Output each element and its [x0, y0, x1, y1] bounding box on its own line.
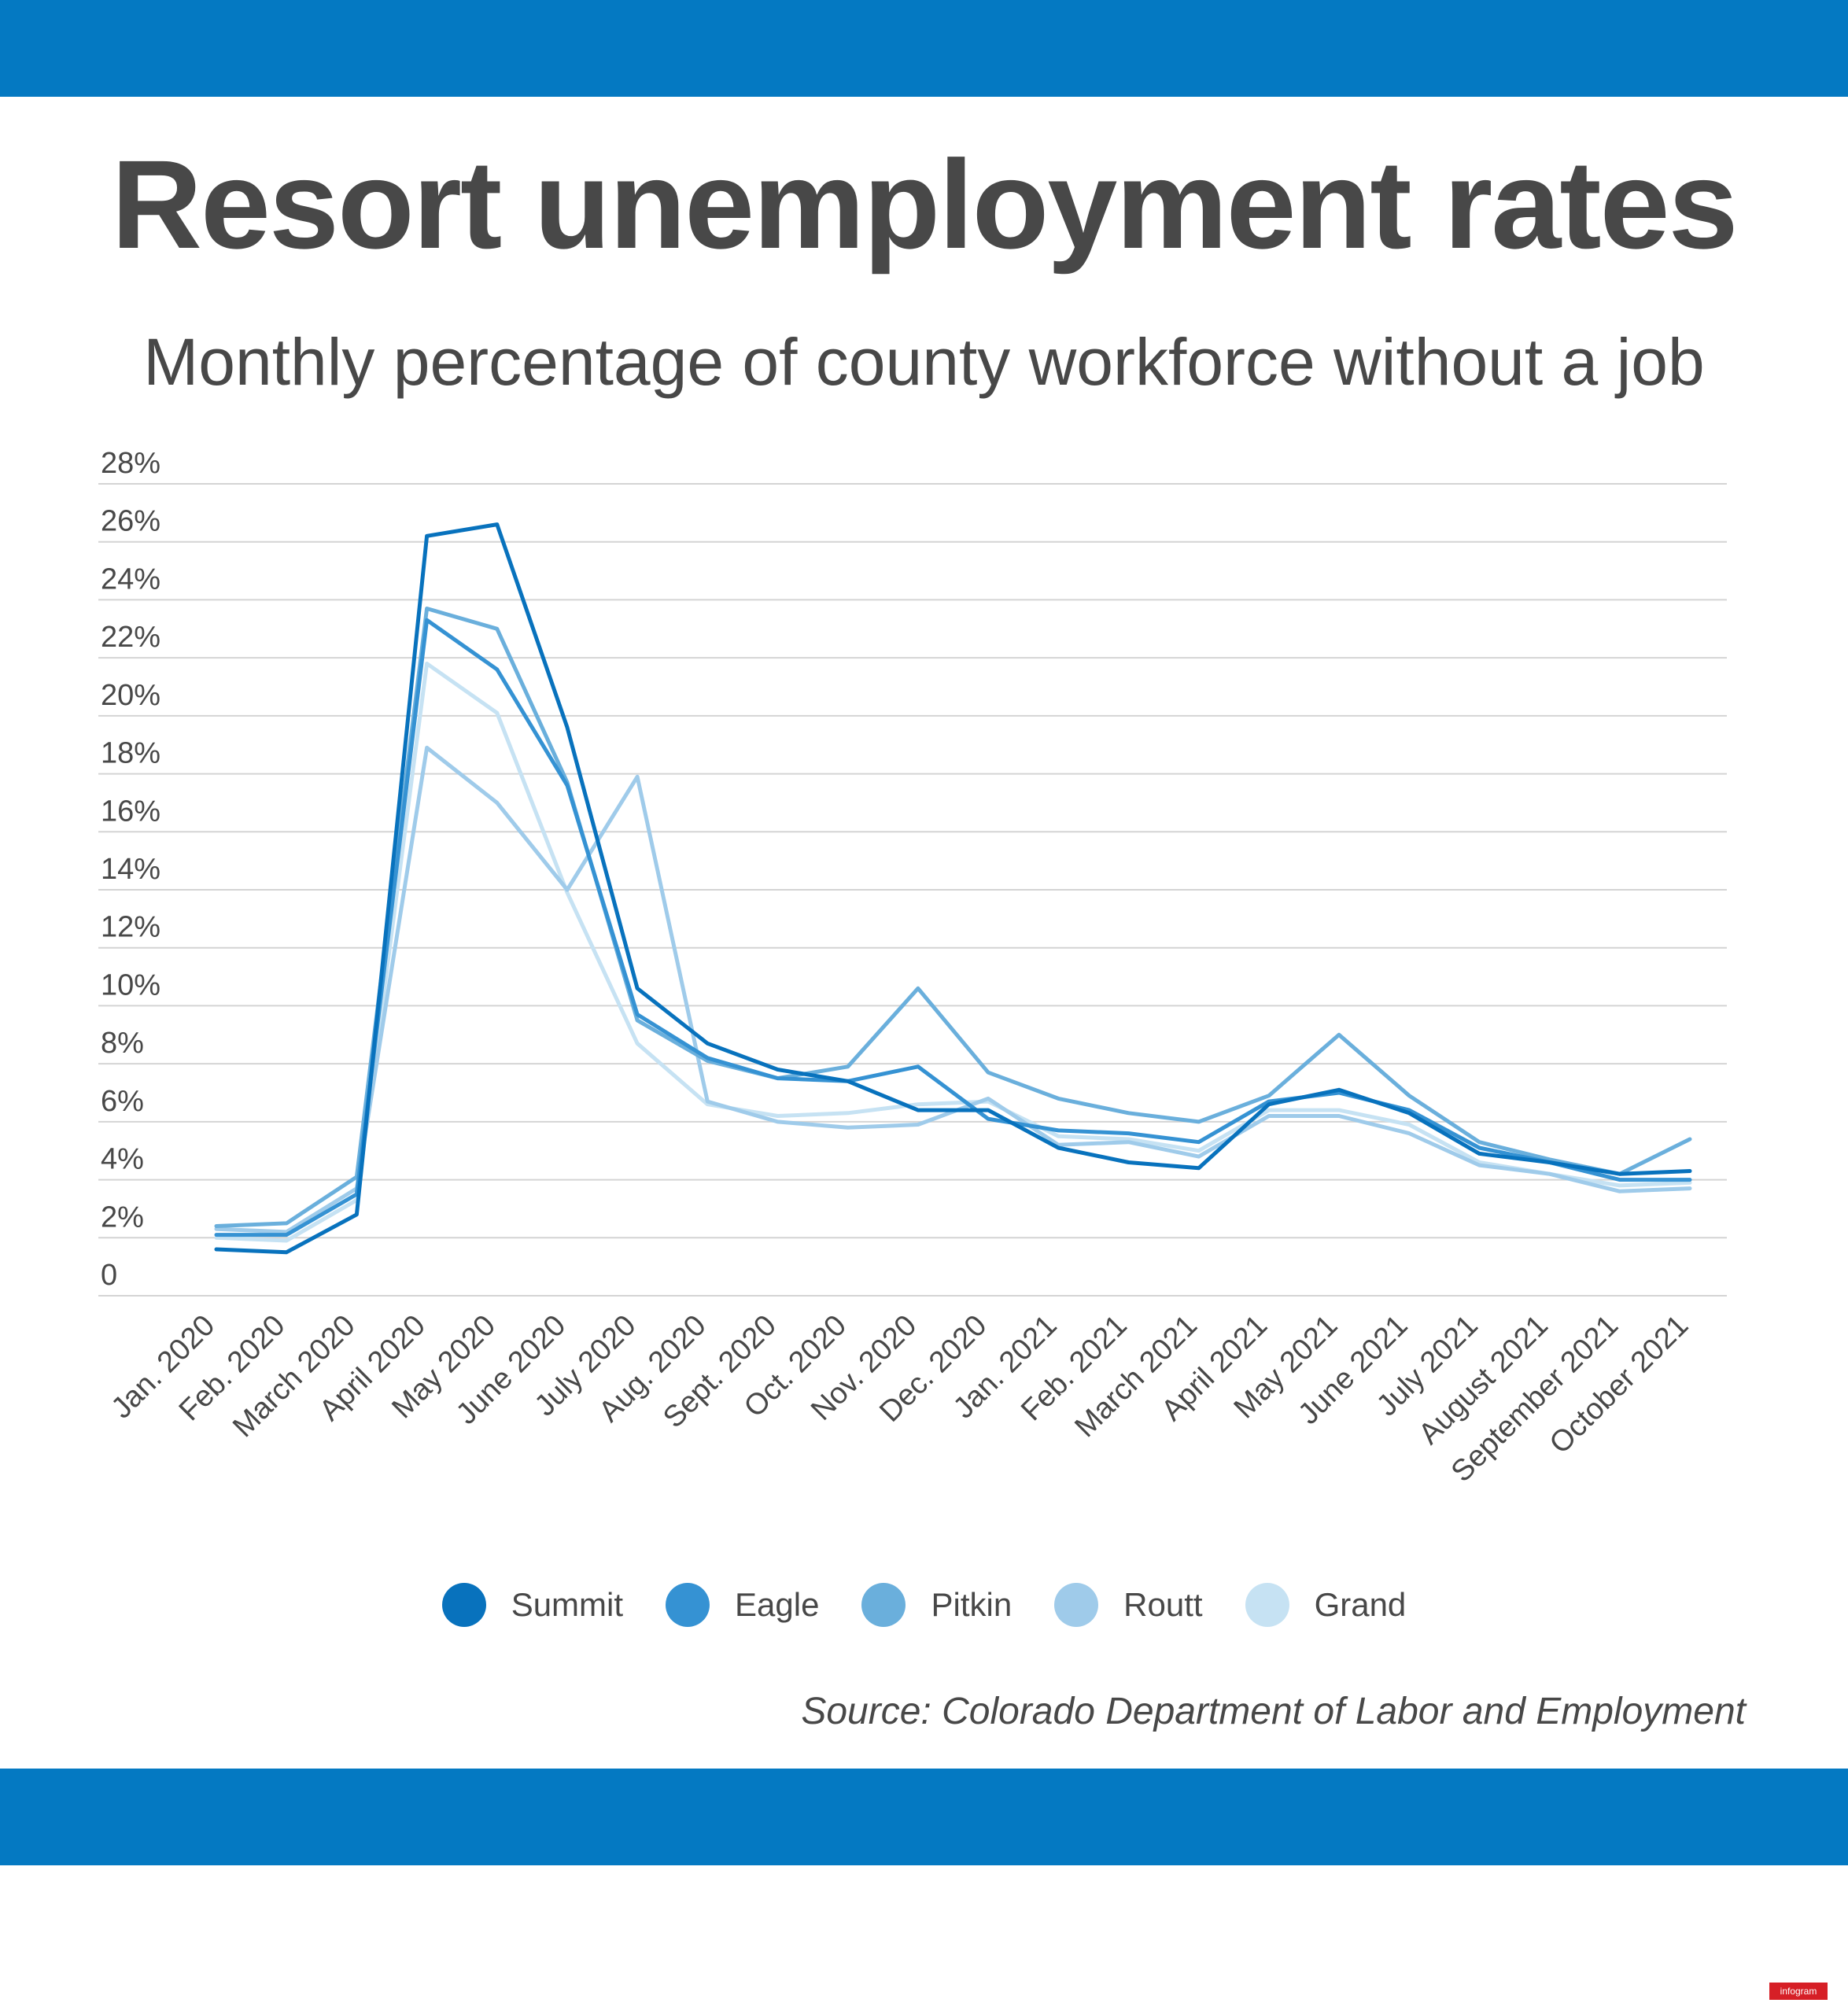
legend-item-summit[interactable]: Summit	[441, 1583, 624, 1627]
legend-label: Grand	[1314, 1586, 1407, 1623]
series-line-eagle	[214, 618, 1692, 1238]
y-tick-label: 22%	[101, 621, 160, 654]
y-tick-label: 18%	[101, 737, 160, 770]
legend-item-grand[interactable]: Grand	[1245, 1583, 1407, 1627]
legend-label: Routt	[1123, 1586, 1203, 1623]
y-tick-label: 24%	[101, 563, 160, 596]
source-note: Source: Colorado Department of Labor and…	[801, 1691, 1746, 1732]
legend-swatch	[861, 1583, 906, 1627]
y-tick-label: 20%	[101, 679, 160, 712]
legend-item-routt[interactable]: Routt	[1054, 1583, 1203, 1627]
legend-swatch	[441, 1583, 486, 1627]
y-tick-label: 6%	[101, 1085, 144, 1118]
legend-item-eagle[interactable]: Eagle	[666, 1583, 819, 1627]
page-title: Resort unemployment rates	[111, 134, 1738, 275]
y-tick-label: 28%	[101, 447, 160, 480]
y-axis-ticks: 0 2% 4% 6% 8% 10% 12% 14% 16% 18% 20% 22% 24% 26% 28%	[101, 447, 160, 1292]
legend-item-pitkin[interactable]: Pitkin	[861, 1583, 1012, 1627]
y-tick-label: 8%	[101, 1027, 144, 1060]
series-line-grand	[214, 662, 1692, 1243]
infogram-logo: infogram	[1769, 1983, 1828, 2000]
chart-gridlines	[98, 483, 1727, 1297]
legend-label: Summit	[511, 1586, 624, 1623]
series-line-routt	[214, 745, 1692, 1234]
chart-series	[214, 522, 1692, 1255]
legend-label: Pitkin	[931, 1586, 1013, 1623]
legend-swatch	[1245, 1583, 1289, 1627]
page-subtitle: Monthly percentage of county workforce w…	[143, 325, 1705, 399]
legend-swatch	[666, 1583, 710, 1627]
series-line-pitkin	[214, 607, 1692, 1228]
y-tick-label: 0	[101, 1259, 117, 1292]
line-chart: 02%4%6%8%10%12%14%16%18%20%22%24%26%28% …	[98, 447, 1727, 1488]
series-line-summit	[214, 522, 1692, 1255]
chart-legend: Summit Eagle Pitkin Routt Grand	[0, 1583, 1848, 1627]
y-tick-label: 14%	[101, 853, 160, 886]
y-tick-label: 16%	[101, 795, 160, 828]
y-tick-label: 10%	[101, 968, 160, 1001]
top-banner	[0, 0, 1848, 97]
y-tick-label: 4%	[101, 1143, 144, 1176]
y-tick-label: 2%	[101, 1201, 144, 1234]
legend-swatch	[1054, 1583, 1099, 1627]
y-tick-label: 26%	[101, 505, 160, 538]
bottom-banner	[0, 1769, 1848, 1865]
legend-label: Eagle	[735, 1586, 820, 1623]
y-tick-label: 12%	[101, 911, 160, 944]
